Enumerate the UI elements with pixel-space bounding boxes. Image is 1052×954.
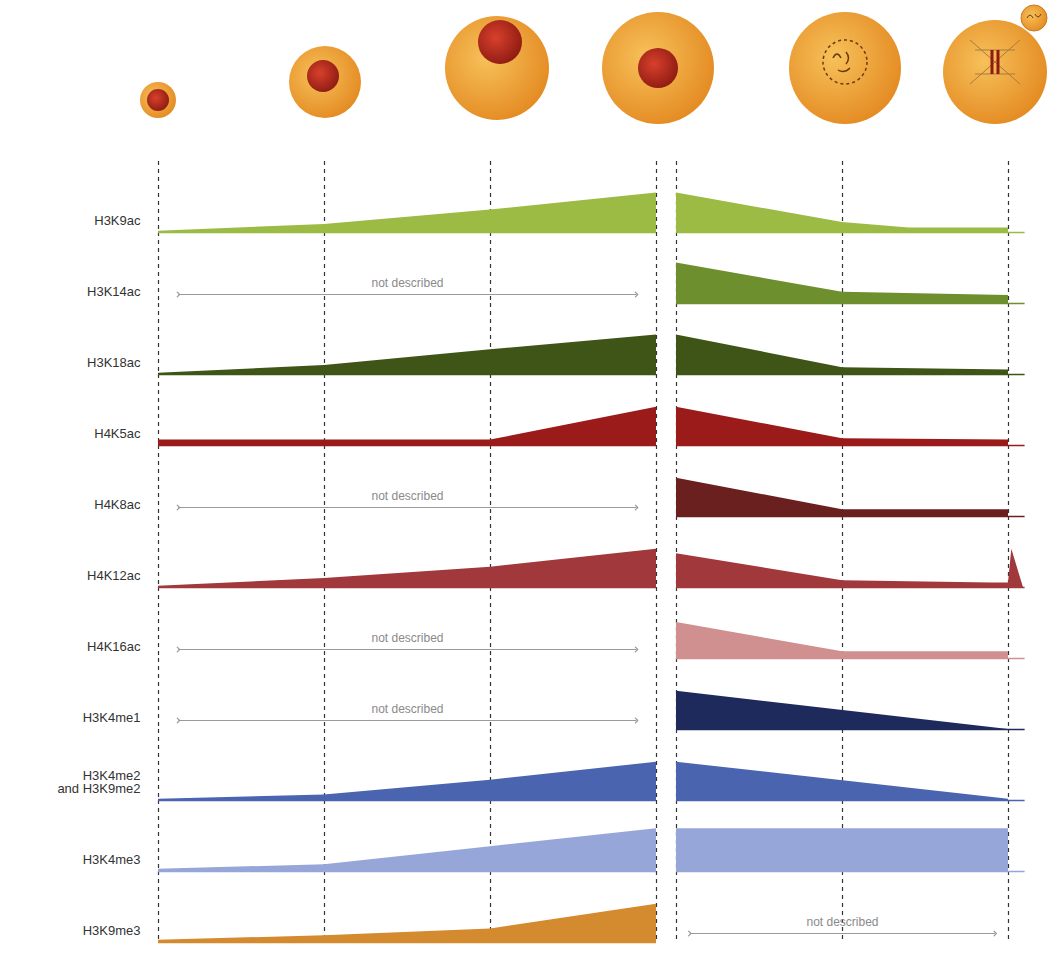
svg-text:H3K4me3: H3K4me3	[83, 852, 141, 867]
svg-text:not described: not described	[371, 489, 443, 503]
svg-text:H3K4me1: H3K4me1	[83, 710, 141, 725]
svg-text:H3K18ac: H3K18ac	[87, 355, 141, 370]
svg-text:H3K14ac: H3K14ac	[87, 284, 141, 299]
svg-text:not described: not described	[371, 631, 443, 645]
svg-text:not described: not described	[807, 915, 879, 929]
svg-text:H3K4me2and H3K9me2: H3K4me2and H3K9me2	[57, 768, 140, 796]
svg-text:not described: not described	[371, 276, 443, 290]
svg-text:H4K12ac: H4K12ac	[87, 568, 141, 583]
svg-text:H4K8ac: H4K8ac	[94, 497, 141, 512]
svg-text:H3K9me3: H3K9me3	[83, 923, 141, 938]
svg-text:not described: not described	[371, 702, 443, 716]
svg-text:H4K5ac: H4K5ac	[94, 426, 141, 441]
svg-text:H4K16ac: H4K16ac	[87, 639, 141, 654]
svg-text:H3K9ac: H3K9ac	[94, 213, 141, 228]
